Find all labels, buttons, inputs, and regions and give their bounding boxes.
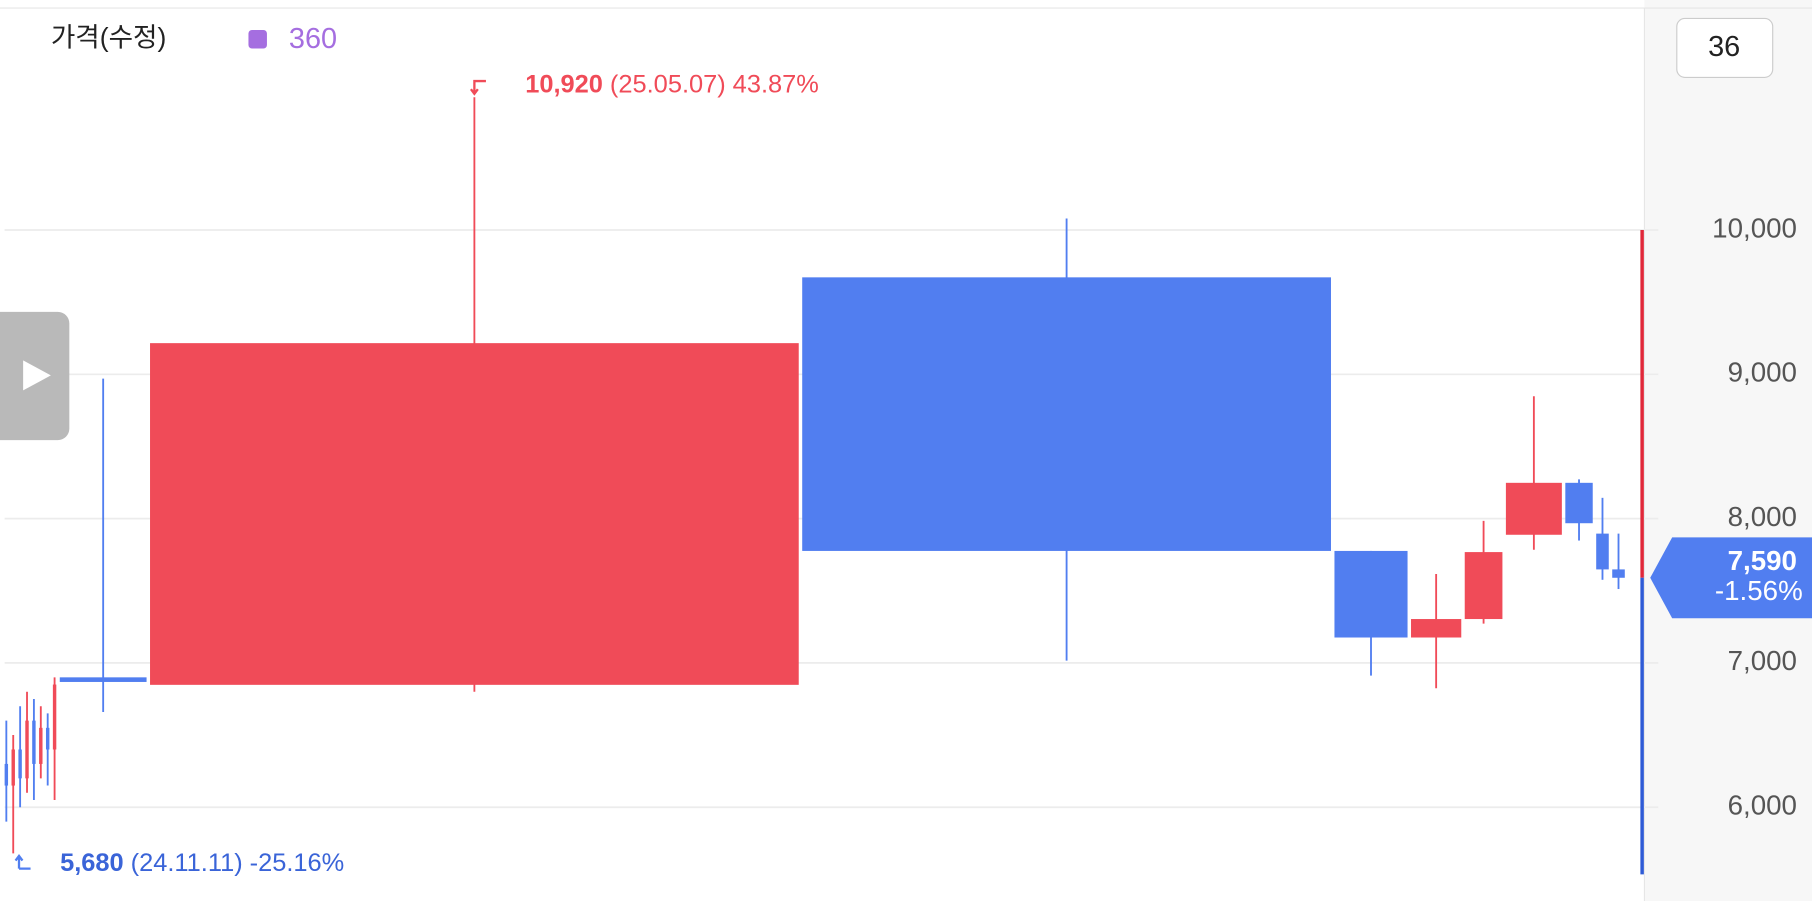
candle-body [4,763,9,786]
current-price: 7,590 [1728,545,1797,576]
candle-body [1464,552,1503,620]
candle-body [11,749,15,786]
candle-body [1505,482,1562,535]
candle-body [32,720,36,764]
legend-label: 360 [289,23,337,55]
min-label: 5,680 (24.11.11) -25.16% [60,849,344,877]
y-tick-label: 8,000 [1728,501,1797,532]
axis-panel [1644,0,1812,901]
y-tick-label: 6,000 [1728,790,1797,821]
period-button[interactable]: 36 [1676,17,1774,78]
candle-body [1565,482,1593,524]
candle-body [1411,619,1462,638]
current-change: -1.56% [1715,575,1803,606]
play-button[interactable] [0,311,70,441]
y-tick-label: 7,000 [1728,645,1797,676]
min-marker [14,854,31,870]
candle-body [1596,533,1609,570]
max-label: 10,920 (25.05.07) 43.87% [525,70,819,98]
candle-body [18,749,22,779]
max-date: (25.05.07) [610,70,726,98]
candle-body [25,720,29,779]
candle-body [39,727,43,764]
candle-body [45,727,50,750]
candle-body [802,277,1331,551]
legend-title: 가격(수정) [51,22,166,52]
min-change: -25.16% [250,849,345,877]
current-price-tag [1650,537,1812,619]
candle-body [1612,569,1625,578]
button-frame[interactable] [1676,17,1774,78]
candle-body [150,343,799,685]
legend-swatch [248,30,267,49]
play-icon[interactable] [23,360,51,391]
min-date: (24.11.11) [131,849,243,877]
y-tick-label: 9,000 [1728,357,1797,388]
max-label: 10,920 [525,70,603,98]
max-marker [469,79,486,96]
candle-body [52,684,57,750]
candle-body [59,677,147,682]
candle-body [1334,550,1408,638]
min-label: 5,680 [60,849,124,877]
y-tick-label: 10,000 [1712,212,1797,243]
max-change: 43.87% [733,70,819,98]
button-label[interactable]: 36 [1708,31,1740,63]
